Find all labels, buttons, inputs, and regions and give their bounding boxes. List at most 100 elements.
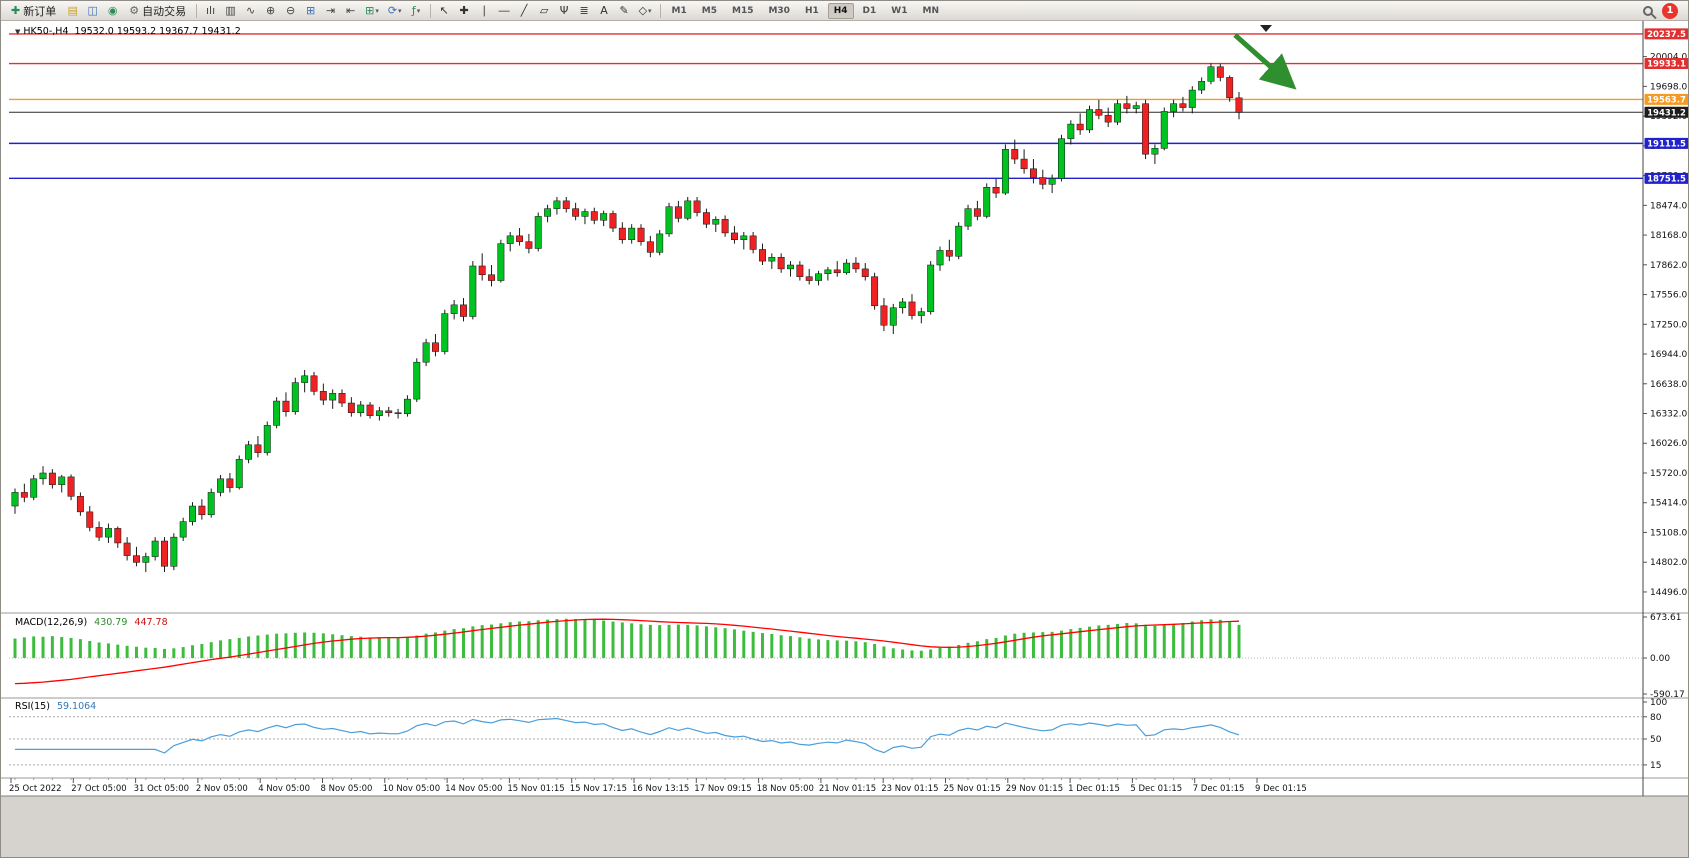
arrow-annotation[interactable]	[1233, 33, 1297, 90]
indicators-button[interactable]: ƒ ▾	[407, 2, 426, 19]
rsi-panel	[9, 716, 1643, 766]
algo-trading-label: 自动交易	[142, 4, 187, 18]
svg-text:-590.17: -590.17	[1650, 690, 1685, 700]
macd-signal-line	[14, 618, 1240, 685]
macd-main-value: 430.79	[94, 617, 128, 628]
macd-axis: 673.61 0.00 -590.17	[1643, 613, 1685, 700]
search-icon[interactable]	[1643, 5, 1653, 16]
new-order-icon: ✚	[11, 4, 21, 17]
algo-trading-button[interactable]: ⚙ 自动交易	[123, 2, 192, 19]
svg-text:19431.2: 19431.2	[1647, 108, 1686, 118]
trendline-button[interactable]: ╱	[515, 2, 534, 19]
svg-text:14 Nov 05:00: 14 Nov 05:00	[445, 784, 502, 794]
svg-text:21 Nov 01:15: 21 Nov 01:15	[819, 784, 876, 794]
market-watch-button[interactable]: ▤	[63, 2, 82, 19]
channel-button[interactable]: ▱	[535, 2, 554, 19]
vertical-line-button[interactable]: ∣	[475, 2, 494, 19]
tile-windows-button[interactable]: ⊞	[301, 2, 320, 19]
tile-windows-icon: ⊞	[305, 4, 316, 17]
chevron-down-icon: ▾	[375, 6, 379, 15]
notification-badge[interactable]: 1	[1662, 2, 1678, 19]
svg-text:19111.5: 19111.5	[1647, 140, 1686, 150]
svg-text:4 Nov 05:00: 4 Nov 05:00	[258, 784, 310, 794]
svg-text:17250.0: 17250.0	[1650, 320, 1687, 330]
svg-text:20237.5: 20237.5	[1647, 30, 1686, 40]
fibonacci-button[interactable]: ≣	[575, 2, 594, 19]
toolbar-left-icons: ▤ ◫ ◉	[63, 2, 122, 19]
cursor-button[interactable]: ↖	[435, 2, 454, 19]
auto-scroll-button[interactable]: ⇥	[321, 2, 340, 19]
timeframe-d1[interactable]: D1	[862, 5, 877, 16]
shapes-button[interactable]: ◇ ▾	[635, 2, 656, 19]
bar-chart-icon: ılı	[206, 4, 216, 17]
data-window-button[interactable]: ◫	[83, 2, 102, 19]
new-order-button[interactable]: ✚ 新订单	[5, 2, 62, 19]
new-chart-button[interactable]: ⊞ ▾	[361, 2, 383, 19]
zoom-out-button[interactable]: ⊖	[281, 2, 300, 19]
toolbar-chart-icons: ılı ▥ ∿ ⊕ ⊖ ⊞ ⇥ ⇤ ⊞ ▾ ⟳ ▾ ƒ ▾	[201, 2, 425, 19]
chart-canvas[interactable]: 20004.019698.019392.019086.018780.018474…	[1, 21, 1689, 858]
rsi-label: RSI(15) 59.1064	[15, 701, 96, 712]
zoom-in-button[interactable]: ⊕	[261, 2, 280, 19]
svg-text:25 Nov 01:15: 25 Nov 01:15	[944, 784, 1001, 794]
timeframe-h1[interactable]: H1	[804, 5, 819, 16]
toolbar-separator	[196, 3, 198, 18]
line-chart-button[interactable]: ∿	[241, 2, 260, 19]
symbol-timeframe-label: HK50-,H4	[23, 26, 69, 37]
svg-text:18168.0: 18168.0	[1650, 231, 1687, 241]
ohlc-values: 19532.0 19593.2 19367.7 19431.2	[74, 26, 241, 37]
svg-text:15 Nov 17:15: 15 Nov 17:15	[570, 784, 627, 794]
rsi-name: RSI(15)	[15, 701, 50, 712]
crosshair-button[interactable]: ✚	[455, 2, 474, 19]
chart-profiles-button[interactable]: ⟳ ▾	[384, 2, 406, 19]
toolbar: ✚ 新订单 ▤ ◫ ◉ ⚙ 自动交易 ılı ▥ ∿ ⊕ ⊖ ⊞ ⇥ ⇤ ⊞ ▾ ⟳ ▾ ƒ ▾ ↖ ✚ ∣ ― ╱ ▱…	[1, 1, 1688, 21]
bar-chart-button[interactable]: ılı	[201, 2, 220, 19]
timeframe-m1[interactable]: M1	[671, 5, 687, 16]
svg-text:15720.0: 15720.0	[1650, 469, 1687, 479]
macd-panel	[9, 618, 1643, 685]
indicators-icon: ƒ	[411, 4, 416, 17]
svg-text:29 Nov 01:15: 29 Nov 01:15	[1006, 784, 1063, 794]
chart-shift-icon: ⇤	[345, 4, 356, 17]
time-axis[interactable]: 25 Oct 2022 27 Oct 05:00 31 Oct 05:00 2 Nov…	[9, 778, 1307, 794]
text-button[interactable]: A	[595, 2, 614, 19]
market-watch-icon: ▤	[67, 4, 78, 17]
new-chart-icon: ⊞	[365, 4, 375, 17]
chart-shift-button[interactable]: ⇤	[341, 2, 360, 19]
timeframe-w1[interactable]: W1	[891, 5, 908, 16]
svg-text:100: 100	[1650, 698, 1667, 708]
auto-scroll-icon: ⇥	[325, 4, 336, 17]
community-button[interactable]: ◉	[103, 2, 122, 19]
svg-text:23 Nov 01:15: 23 Nov 01:15	[881, 784, 938, 794]
candles	[11, 63, 1243, 573]
pitchfork-button[interactable]: Ψ	[555, 2, 574, 19]
rsi-axis: 100 80 50 15	[1643, 698, 1667, 771]
toolbar-right: 1	[1643, 2, 1684, 19]
community-icon: ◉	[107, 4, 118, 17]
data-window-icon: ◫	[87, 4, 98, 17]
toolbar-separator	[659, 3, 661, 18]
timeframe-m30[interactable]: M30	[768, 5, 790, 16]
timeframe-m15[interactable]: M15	[731, 5, 754, 16]
svg-text:8 Nov 05:00: 8 Nov 05:00	[321, 784, 373, 794]
horizontal-line-button[interactable]: ―	[495, 2, 514, 19]
timeframe-h4[interactable]: H4	[827, 2, 854, 19]
algo-trading-icon: ⚙	[129, 4, 140, 17]
svg-text:9 Dec 01:15: 9 Dec 01:15	[1255, 784, 1307, 794]
candlestick-chart-button[interactable]: ▥	[221, 2, 240, 19]
chart-title: ▼ HK50-,H4 19532.0 19593.2 19367.7 19431.…	[15, 26, 241, 37]
svg-text:31 Oct 05:00: 31 Oct 05:00	[134, 784, 189, 794]
horizontal-price-lines[interactable]	[9, 33, 1643, 180]
svg-text:16 Nov 13:15: 16 Nov 13:15	[632, 784, 689, 794]
svg-text:16638.0: 16638.0	[1650, 380, 1687, 390]
timeframe-m5[interactable]: M5	[701, 5, 717, 16]
svg-text:18474.0: 18474.0	[1650, 201, 1687, 211]
svg-text:7 Dec 01:15: 7 Dec 01:15	[1193, 784, 1245, 794]
label-button[interactable]: ✎	[615, 2, 634, 19]
timeframe-mn[interactable]: MN	[922, 5, 939, 16]
chart-shift-marker-icon[interactable]	[1260, 25, 1272, 32]
svg-text:19698.0: 19698.0	[1650, 82, 1687, 92]
svg-text:20004.0: 20004.0	[1650, 53, 1687, 63]
svg-text:15414.0: 15414.0	[1650, 499, 1687, 509]
